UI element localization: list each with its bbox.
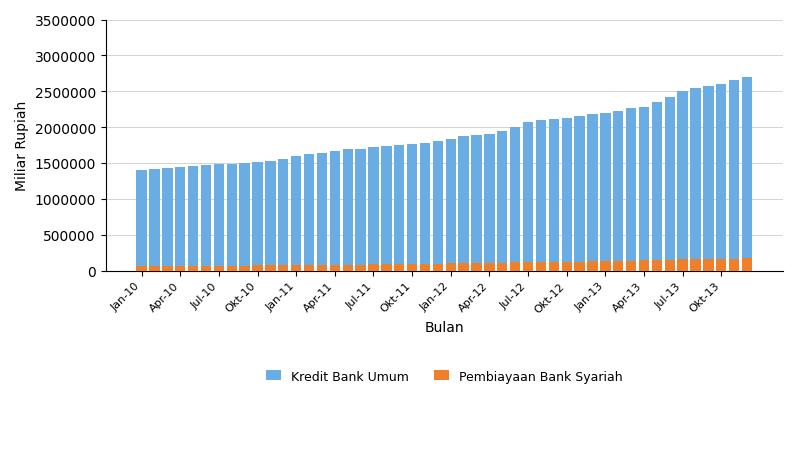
Bar (227, 266, 237, 271)
Bar (535, 263, 546, 271)
Bar (175, 168, 185, 271)
Bar (600, 262, 610, 271)
Bar (523, 123, 533, 271)
Bar (279, 266, 288, 271)
Legend: Kredit Bank Umum, Pembiayaan Bank Syariah: Kredit Bank Umum, Pembiayaan Bank Syaria… (261, 365, 627, 388)
Y-axis label: Miliar Rupiah: Miliar Rupiah (15, 100, 29, 191)
Bar (252, 163, 263, 271)
Bar (175, 266, 185, 271)
Bar (497, 263, 508, 271)
Bar (188, 266, 198, 271)
Bar (510, 128, 520, 271)
Bar (317, 154, 327, 271)
Bar (587, 115, 598, 271)
Bar (472, 136, 482, 271)
Bar (227, 164, 237, 271)
Bar (665, 260, 675, 271)
Bar (729, 81, 739, 271)
Bar (304, 265, 314, 271)
Bar (600, 113, 610, 271)
Bar (484, 134, 495, 271)
Bar (214, 266, 224, 271)
Bar (369, 265, 378, 271)
Bar (626, 109, 636, 271)
Bar (549, 120, 559, 271)
Bar (136, 267, 147, 271)
Bar (549, 263, 559, 271)
Bar (136, 171, 147, 271)
Bar (381, 146, 392, 271)
Bar (355, 149, 365, 271)
Bar (703, 259, 713, 271)
Bar (265, 162, 275, 271)
Bar (716, 259, 726, 271)
Bar (149, 267, 160, 271)
Bar (252, 266, 263, 271)
Bar (420, 264, 430, 271)
Bar (613, 111, 623, 271)
Bar (239, 163, 250, 271)
Bar (729, 259, 739, 271)
Bar (665, 98, 675, 271)
Bar (652, 261, 662, 271)
Bar (562, 119, 572, 271)
Bar (265, 266, 275, 271)
Bar (497, 132, 508, 271)
Bar (433, 142, 443, 271)
Bar (279, 160, 288, 271)
Bar (149, 169, 160, 271)
Bar (742, 78, 753, 271)
Bar (613, 262, 623, 271)
Bar (394, 146, 405, 271)
Bar (484, 263, 495, 271)
Bar (407, 145, 417, 271)
Bar (381, 265, 392, 271)
Bar (433, 264, 443, 271)
Bar (291, 156, 302, 271)
Bar (188, 166, 198, 271)
Bar (342, 265, 353, 271)
Bar (330, 152, 340, 271)
Bar (639, 108, 649, 271)
Bar (652, 103, 662, 271)
Bar (716, 85, 726, 271)
Bar (678, 260, 688, 271)
Bar (742, 259, 753, 271)
Bar (703, 87, 713, 271)
Bar (201, 166, 211, 271)
Bar (445, 139, 456, 271)
Bar (201, 266, 211, 271)
Bar (459, 264, 468, 271)
Bar (445, 264, 456, 271)
Bar (330, 265, 340, 271)
Bar (291, 266, 302, 271)
Bar (420, 144, 430, 271)
Bar (562, 262, 572, 271)
Bar (162, 266, 172, 271)
Bar (639, 261, 649, 271)
Bar (690, 260, 701, 271)
Bar (678, 92, 688, 271)
Bar (239, 266, 250, 271)
Bar (523, 263, 533, 271)
Bar (162, 169, 172, 271)
Bar (587, 262, 598, 271)
Bar (342, 150, 353, 271)
Bar (355, 265, 365, 271)
Bar (394, 265, 405, 271)
Bar (575, 117, 585, 271)
Bar (369, 148, 378, 271)
Bar (407, 264, 417, 271)
Bar (535, 121, 546, 271)
Bar (626, 261, 636, 271)
X-axis label: Bulan: Bulan (425, 320, 464, 334)
Bar (214, 165, 224, 271)
Bar (472, 263, 482, 271)
Bar (510, 263, 520, 271)
Bar (317, 265, 327, 271)
Bar (690, 89, 701, 271)
Bar (459, 137, 468, 271)
Bar (575, 262, 585, 271)
Bar (304, 155, 314, 271)
